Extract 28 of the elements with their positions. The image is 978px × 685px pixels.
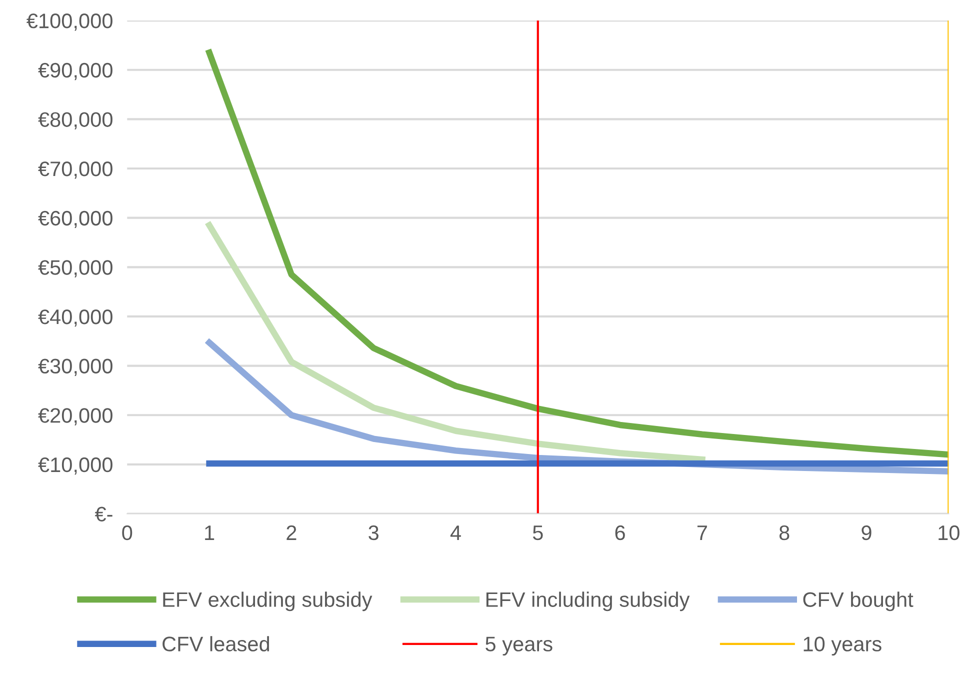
legend-label: 10 years <box>804 636 882 656</box>
x-tick-label: 7 <box>697 526 707 540</box>
y-tick-label: €60,000 <box>38 210 112 228</box>
y-tick-label: €30,000 <box>38 358 112 376</box>
legend-label: EFV excluding subsidy <box>163 592 372 612</box>
x-tick-label: 6 <box>615 525 625 540</box>
y-tick-label: €80,000 <box>38 112 112 130</box>
y-tick-label: €90,000 <box>38 62 112 80</box>
x-tick-label: 10 <box>938 525 960 540</box>
y-tick-label: €10,000 <box>38 457 112 475</box>
y-tick-label: €- <box>94 506 112 522</box>
x-tick-label: 4 <box>450 526 461 540</box>
x-tick-label: 0 <box>122 525 132 540</box>
x-tick-label: 8 <box>779 525 790 540</box>
x-tick-label: 2 <box>286 525 296 540</box>
y-tick-label: €70,000 <box>38 162 112 179</box>
y-tick-label: €50,000 <box>38 260 112 278</box>
legend-label: EFV including subsidy <box>486 592 690 612</box>
legend-label: CFV bought <box>803 592 914 612</box>
x-tick-label: 9 <box>862 525 872 540</box>
x-tick-label: 3 <box>368 525 378 540</box>
legend-label: CFV leased <box>162 636 270 652</box>
y-tick-label: €40,000 <box>38 309 112 327</box>
y-tick-label: €100,000 <box>26 14 112 31</box>
y-tick-label: €20,000 <box>38 408 112 426</box>
x-tick-label: 5 <box>532 526 543 540</box>
x-tick-label: 1 <box>205 526 214 540</box>
legend-label: 5 years <box>486 636 552 656</box>
